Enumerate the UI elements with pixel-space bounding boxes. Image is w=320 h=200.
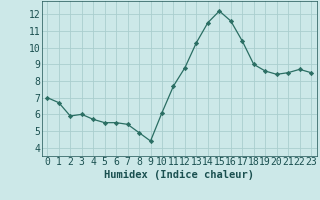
- X-axis label: Humidex (Indice chaleur): Humidex (Indice chaleur): [104, 170, 254, 180]
